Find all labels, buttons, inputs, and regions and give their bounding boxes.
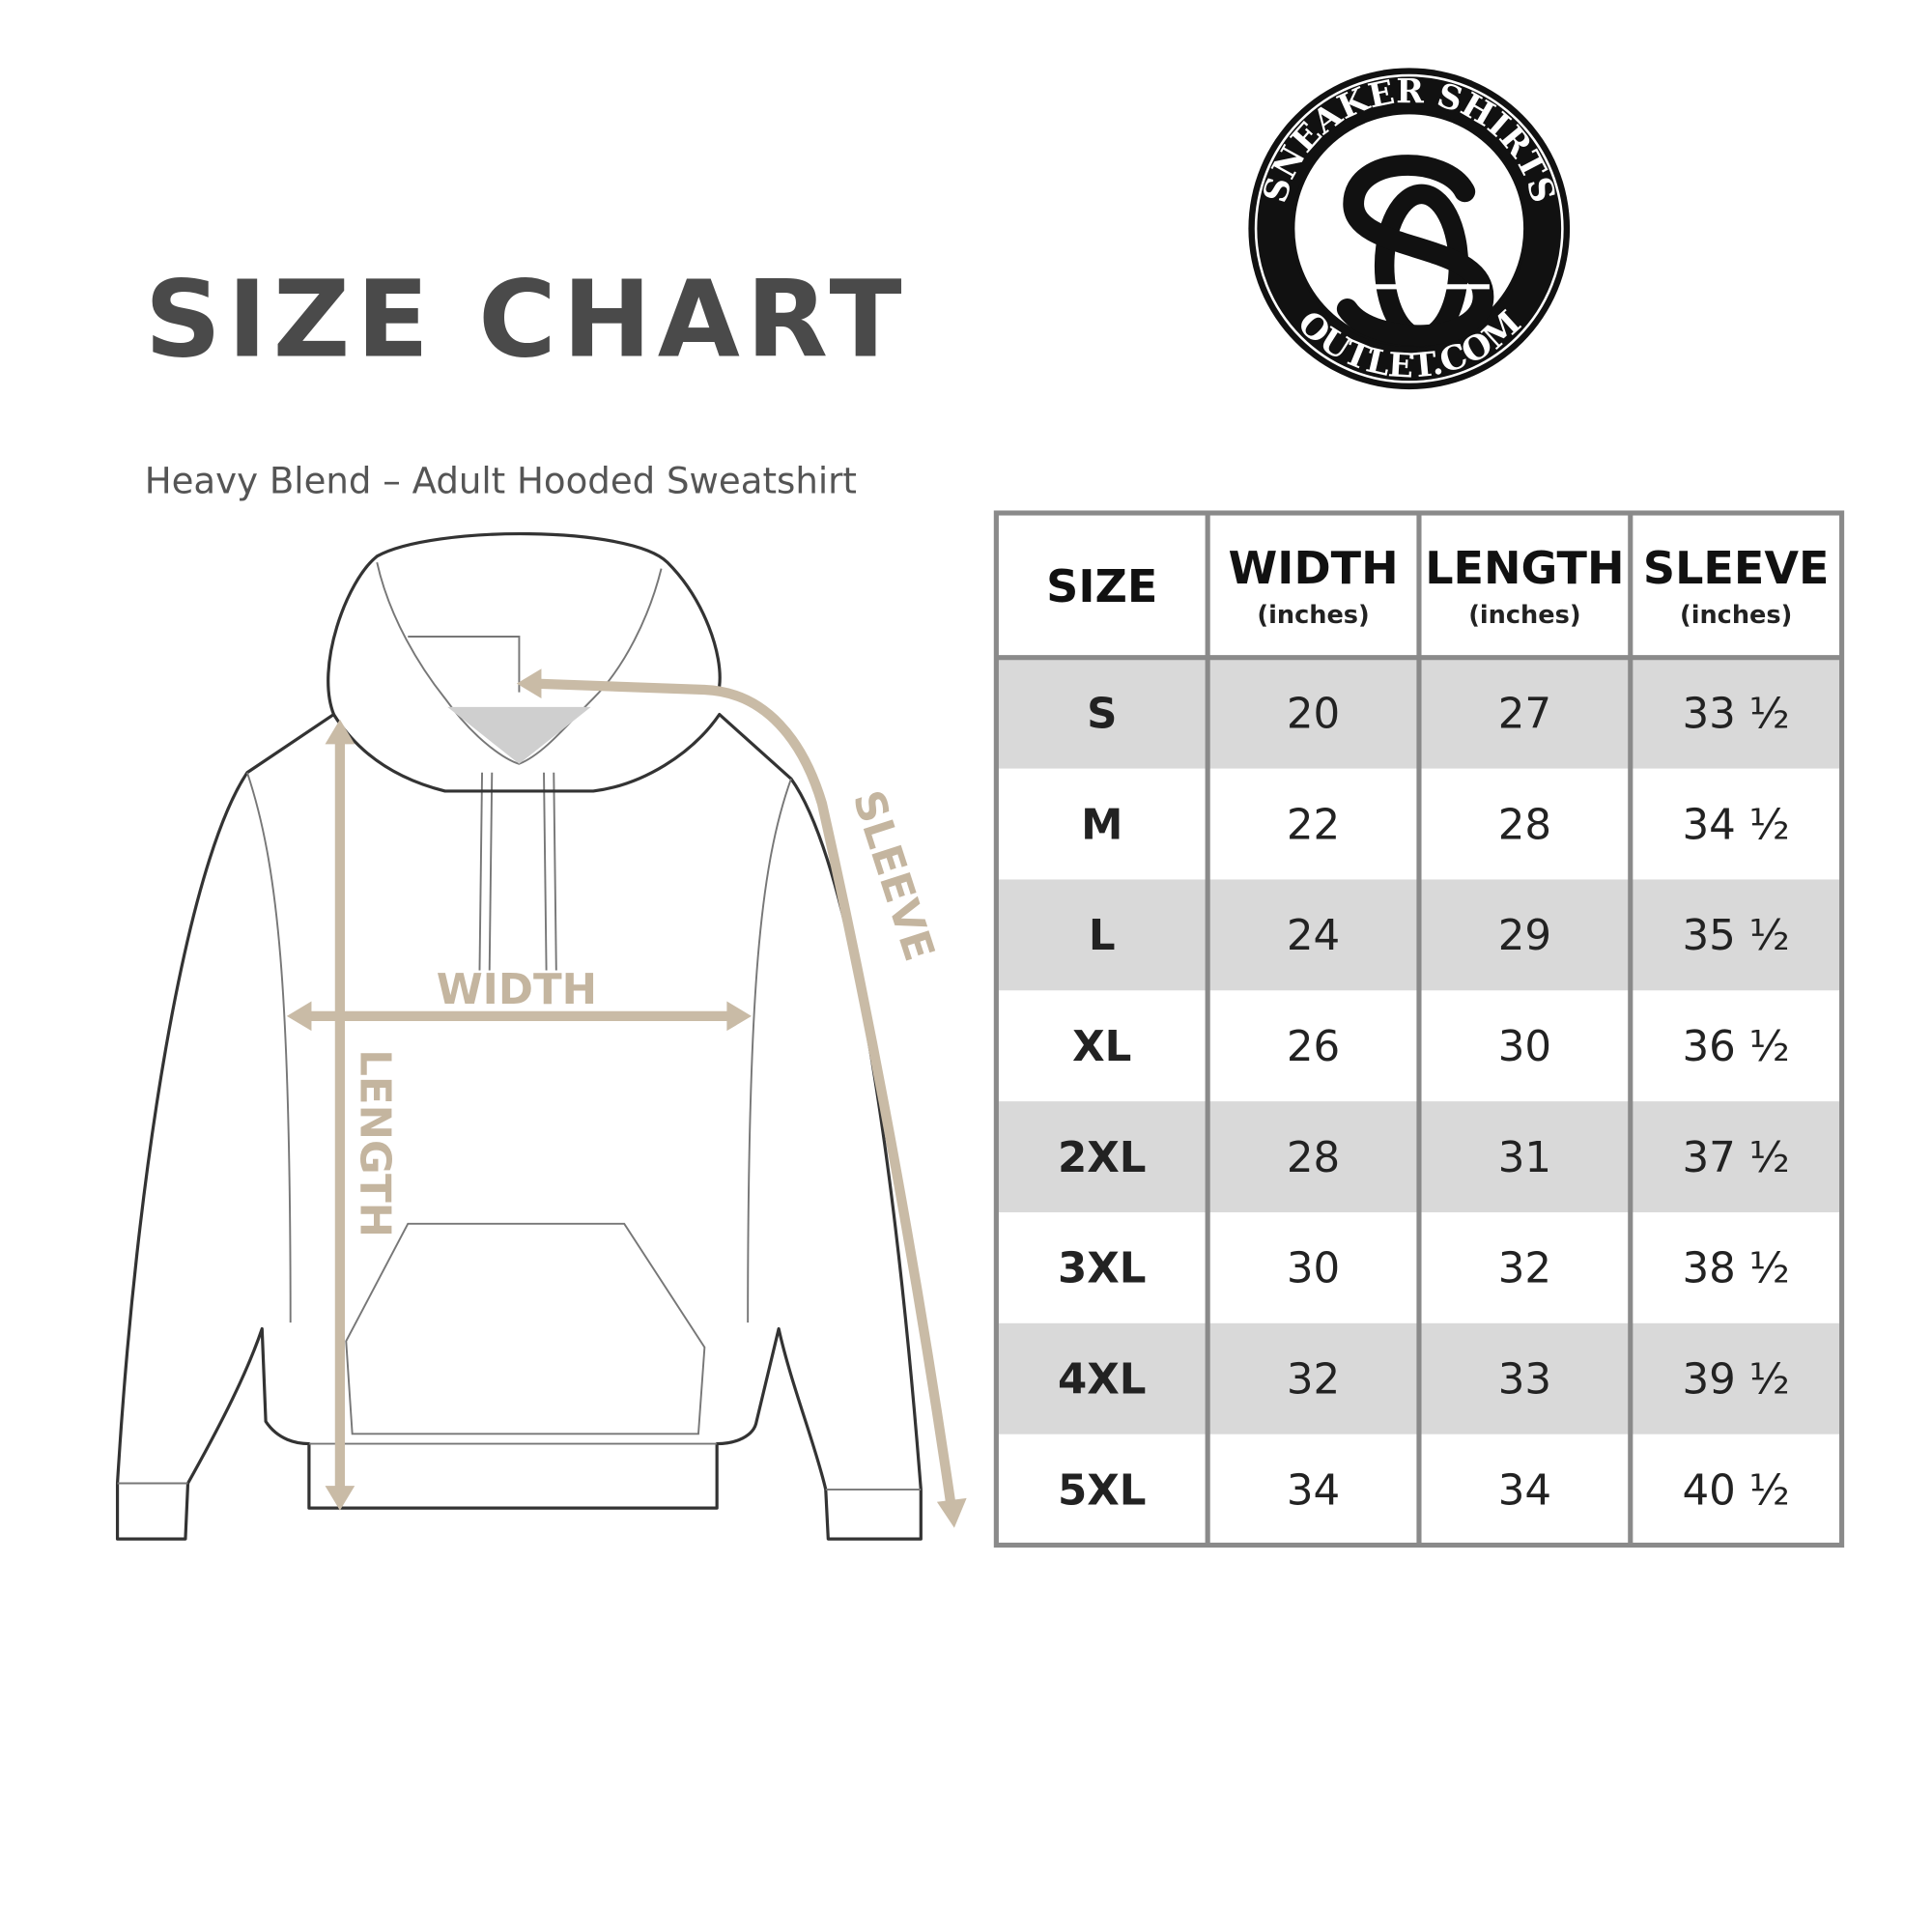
measurement: 31	[1498, 1134, 1551, 1182]
column-unit: (inches)	[1468, 601, 1580, 630]
measurement: 33	[1498, 1356, 1551, 1405]
measurement: 27	[1498, 691, 1551, 739]
hood-inner	[376, 562, 663, 765]
measurement: 33 ½	[1683, 691, 1790, 739]
column-header: SIZE	[1046, 560, 1157, 612]
subtitle: Heavy Blend – Adult Hooded Sweatshirt	[145, 461, 857, 502]
measurement: 38 ½	[1683, 1245, 1790, 1293]
title: SIZE CHART	[145, 258, 908, 382]
size-label: 3XL	[1058, 1245, 1147, 1293]
size-label: XL	[1072, 1023, 1131, 1071]
measurement: 30	[1287, 1245, 1340, 1293]
measurement: 28	[1287, 1134, 1340, 1182]
hood-outline	[327, 531, 722, 717]
length-label: LENGTH	[351, 1049, 399, 1237]
measurement: 32	[1287, 1356, 1340, 1405]
width-label: WIDTH	[437, 966, 597, 1014]
logo-inner-line	[1254, 73, 1564, 384]
measurement: 34 ½	[1683, 801, 1790, 849]
measurement: 35 ½	[1683, 912, 1790, 960]
seams	[117, 772, 922, 1491]
pocket	[345, 1222, 706, 1435]
measurement: 36 ½	[1683, 1023, 1790, 1071]
measurement: 34	[1498, 1466, 1551, 1515]
sleeve-arrow	[528, 678, 957, 1516]
column-unit: (inches)	[1680, 601, 1792, 630]
measurement: 24	[1287, 912, 1340, 960]
measurement: 29	[1498, 912, 1551, 960]
column-unit: (inches)	[1257, 601, 1369, 630]
measurement: 34	[1287, 1466, 1340, 1515]
measurement: 30	[1498, 1023, 1551, 1071]
column-header: LENGTH	[1425, 542, 1624, 594]
size-table: SIZE WIDTH (inches) LENGTH (inches) SLEEVE (in…	[993, 510, 1845, 1548]
size-label: 5XL	[1058, 1466, 1147, 1515]
column-header: WIDTH	[1229, 542, 1399, 594]
column-header: SLEEVE	[1643, 542, 1830, 594]
size-label: S	[1087, 691, 1117, 739]
measurement: 40 ½	[1683, 1466, 1790, 1515]
neck-shade	[447, 706, 591, 764]
size-label: M	[1081, 801, 1122, 849]
body-outline	[115, 713, 923, 1541]
size-label: L	[1089, 912, 1116, 960]
drawstrings	[478, 772, 557, 971]
logo-s	[1336, 155, 1494, 347]
measurement: 32	[1498, 1245, 1551, 1293]
size-label: 2XL	[1058, 1134, 1147, 1182]
measurement: 37 ½	[1683, 1134, 1790, 1182]
size-label: 4XL	[1058, 1356, 1147, 1405]
measurement: 39 ½	[1683, 1356, 1790, 1405]
measurement: 28	[1498, 801, 1551, 849]
logo: SNEAKER SHIRTS OUTLET.COM	[1248, 68, 1571, 390]
measurement: 22	[1287, 801, 1340, 849]
measurement: 20	[1287, 691, 1340, 739]
measurement: 26	[1287, 1023, 1340, 1071]
